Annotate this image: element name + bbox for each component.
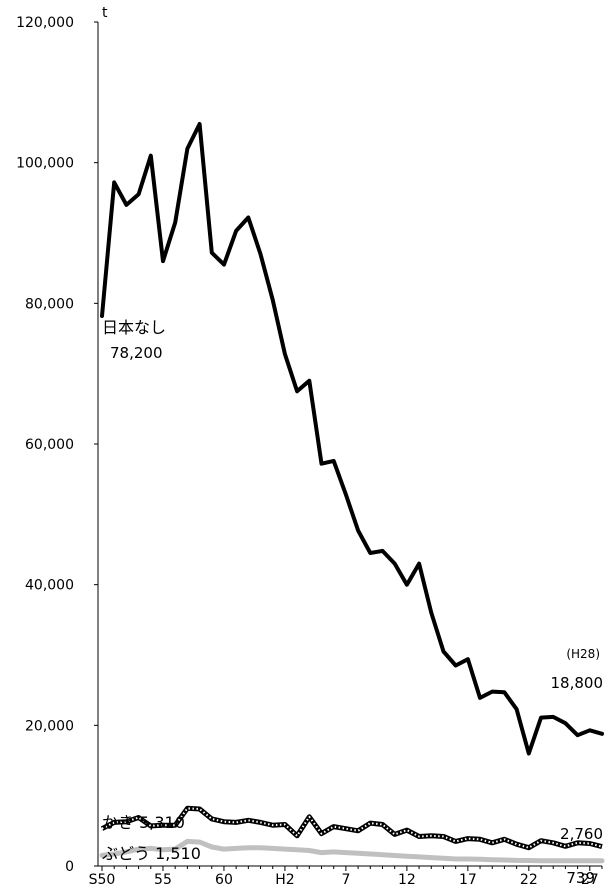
budou-start-label: ぶどう 1,510: [102, 844, 201, 863]
x-tick-label: 7: [341, 872, 350, 885]
end-year-label: (H28): [566, 647, 600, 661]
y-axis-unit-label: t: [102, 5, 108, 21]
x-tick-label: 55: [154, 872, 172, 885]
y-tick-label: 60,000: [25, 437, 74, 453]
kaki-end-value-label: 2,760: [560, 825, 603, 843]
x-tick-label: 22: [520, 872, 538, 885]
x-tick-label: 17: [459, 872, 477, 885]
x-tick-label: 27: [581, 872, 599, 885]
y-tick-label: 0: [65, 859, 74, 875]
nashi-start-value-label: 78,200: [110, 344, 163, 362]
y-tick-label: 40,000: [25, 578, 74, 594]
nashi-end-value-label: 18,800: [551, 674, 604, 692]
y-tick-label: 20,000: [25, 718, 74, 734]
y-tick-label: 120,000: [16, 15, 74, 31]
budou-series-line: [99, 838, 605, 864]
kaki-start-label: かき 5,310: [102, 813, 185, 832]
kaki-series-line-base: [100, 805, 603, 851]
x-tick-label: 12: [398, 872, 416, 885]
y-tick-label: 80,000: [25, 296, 74, 312]
budou-end-value-label: 739: [566, 869, 595, 885]
y-tick-label: 100,000: [16, 156, 74, 172]
x-tick-label: H2: [275, 872, 294, 885]
x-tick-label: S50: [89, 872, 116, 885]
y-axis-ticks: 0 20,000 40,000 60,000 80,000 100,000 120,000: [16, 15, 98, 875]
nashi-series-label: 日本なし: [102, 318, 166, 337]
nashi-series-line: [100, 122, 604, 756]
series-layer: [99, 122, 605, 864]
x-tick-label: 60: [215, 872, 233, 885]
x-axis-ticks: S50 55 60 H2 7 12 17 22 27: [89, 866, 603, 885]
